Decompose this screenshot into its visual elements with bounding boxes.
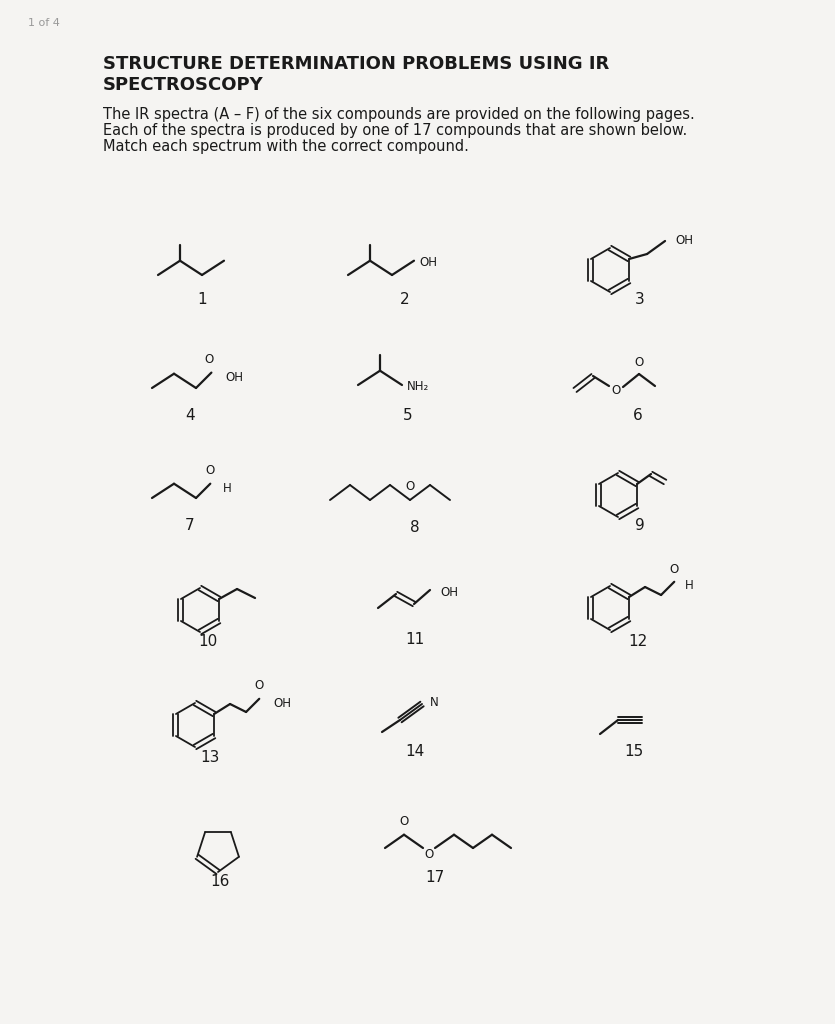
Text: SPECTROSCOPY: SPECTROSCOPY (103, 76, 264, 94)
Text: 5: 5 (403, 408, 412, 423)
Text: STRUCTURE DETERMINATION PROBLEMS USING IR: STRUCTURE DETERMINATION PROBLEMS USING I… (103, 55, 610, 73)
Text: 1: 1 (197, 293, 207, 307)
Text: O: O (635, 355, 644, 369)
Text: NH₂: NH₂ (407, 381, 429, 393)
Text: O: O (424, 849, 433, 861)
Text: 9: 9 (635, 517, 645, 532)
Text: H: H (686, 580, 694, 592)
Text: 12: 12 (629, 635, 648, 649)
Text: Each of the spectra is produced by one of 17 compounds that are shown below.: Each of the spectra is produced by one o… (103, 123, 687, 138)
Text: 13: 13 (200, 751, 220, 766)
Text: H: H (223, 482, 232, 496)
Text: The IR spectra (A – F) of the six compounds are provided on the following pages.: The IR spectra (A – F) of the six compou… (103, 106, 695, 122)
Text: O: O (205, 353, 214, 367)
Text: 16: 16 (210, 874, 230, 890)
Text: 1 of 4: 1 of 4 (28, 18, 60, 28)
Text: O: O (205, 464, 215, 477)
Text: OH: OH (419, 256, 437, 269)
Text: 15: 15 (625, 744, 644, 760)
Text: OH: OH (273, 697, 291, 711)
Text: 10: 10 (199, 635, 218, 649)
Text: 8: 8 (410, 520, 420, 536)
Text: 2: 2 (400, 293, 410, 307)
Text: 14: 14 (405, 744, 425, 760)
Text: 17: 17 (425, 870, 444, 886)
Text: O: O (611, 384, 620, 396)
Text: O: O (399, 815, 408, 828)
Text: OH: OH (225, 371, 243, 384)
Text: 3: 3 (635, 293, 645, 307)
Text: O: O (255, 679, 264, 692)
Text: 11: 11 (405, 633, 425, 647)
Text: OH: OH (675, 234, 693, 248)
Text: Match each spectrum with the correct compound.: Match each spectrum with the correct com… (103, 139, 469, 154)
Text: 7: 7 (185, 517, 195, 532)
Text: OH: OH (440, 586, 458, 598)
Text: 4: 4 (185, 408, 195, 423)
Text: 6: 6 (633, 408, 643, 423)
Text: O: O (405, 480, 415, 494)
Text: O: O (670, 563, 679, 577)
Text: N: N (430, 695, 438, 709)
